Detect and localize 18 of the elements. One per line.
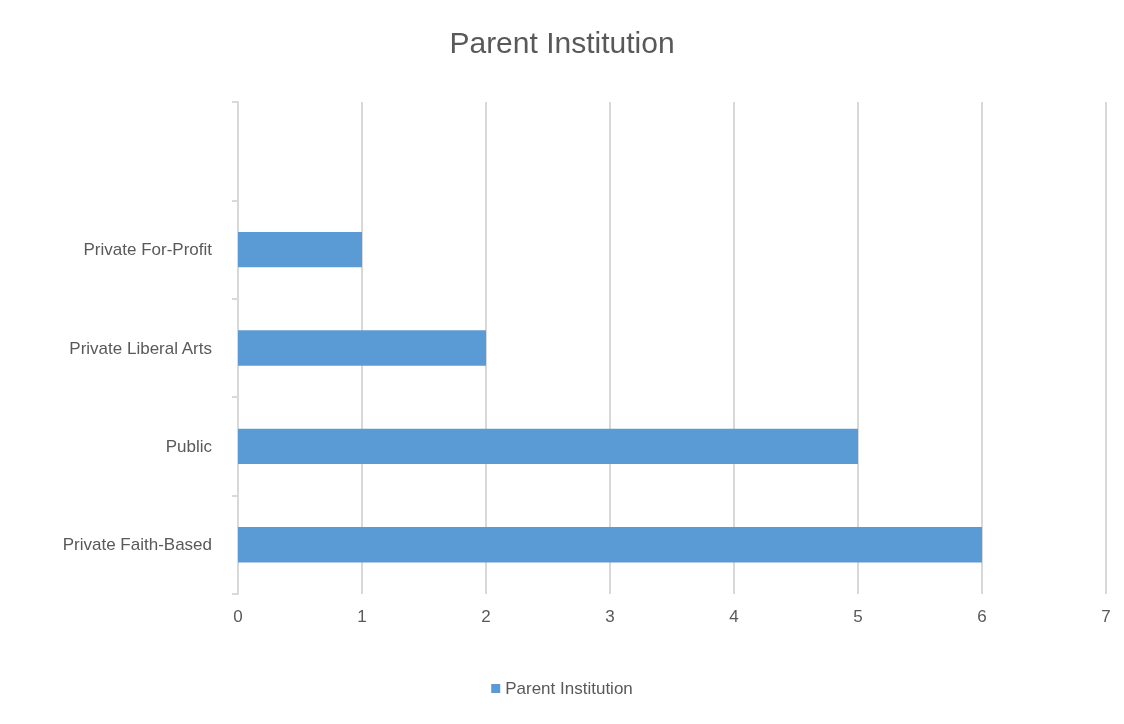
- x-tick-label: 2: [481, 607, 491, 626]
- chart-title: Parent Institution: [449, 25, 675, 59]
- y-tick-label: Private Liberal Arts: [69, 338, 212, 358]
- x-tick-label: 7: [1101, 607, 1111, 626]
- x-tick-label: 0: [233, 607, 243, 626]
- y-tick-label: Private Faith-Based: [62, 535, 212, 555]
- x-tick-label: 3: [605, 607, 615, 626]
- legend-label: Parent Institution: [505, 679, 633, 698]
- x-tick-label: 4: [729, 607, 739, 626]
- bar: [238, 527, 982, 563]
- bar: [238, 231, 362, 268]
- bar: [238, 428, 858, 465]
- y-tick-label: Private For-Profit: [83, 240, 213, 260]
- x-tick-label: 6: [977, 607, 987, 626]
- bar: [238, 330, 486, 366]
- x-tick-label: 1: [357, 607, 367, 626]
- x-tick-label: 5: [853, 607, 863, 626]
- y-tick-label: Public: [165, 436, 213, 456]
